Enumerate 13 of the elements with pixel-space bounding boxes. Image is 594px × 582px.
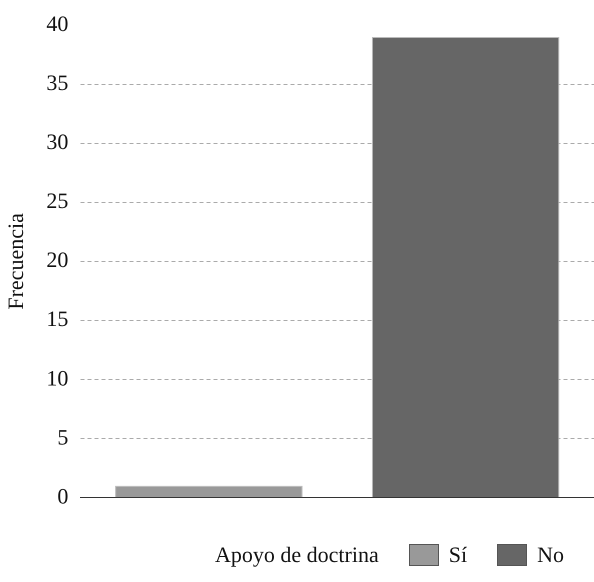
y-tick-label: 10 bbox=[46, 365, 68, 390]
legend-label: Sí bbox=[448, 542, 468, 568]
y-tick-label: 35 bbox=[46, 70, 68, 96]
y-tick-label: 25 bbox=[46, 188, 68, 214]
legend-title: Apoyo de doctrina bbox=[215, 542, 379, 568]
y-tick-label: 0 bbox=[57, 483, 68, 508]
y-tick-label: 15 bbox=[46, 306, 68, 332]
y-tick-label: 40 bbox=[46, 10, 68, 36]
y-tick-label: 30 bbox=[46, 129, 68, 154]
legend-label: No bbox=[537, 542, 564, 568]
y-tick-label: 20 bbox=[46, 247, 68, 272]
y-axis-title: Frecuencia bbox=[2, 212, 28, 310]
y-tick-label: 5 bbox=[57, 424, 68, 450]
